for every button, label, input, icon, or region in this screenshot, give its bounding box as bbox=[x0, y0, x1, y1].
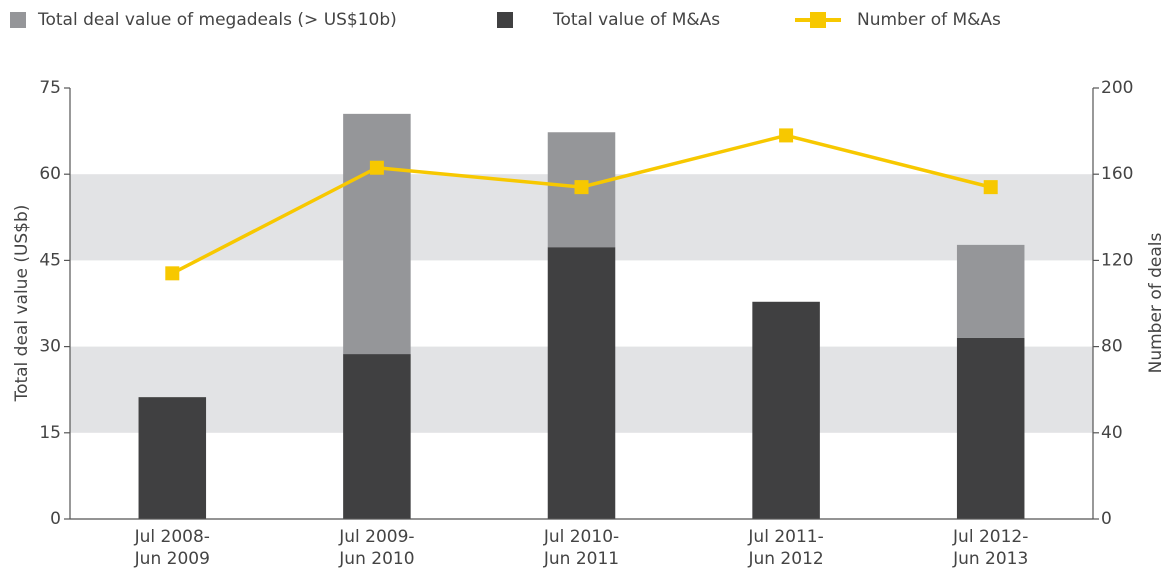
bar bbox=[956, 337, 1025, 519]
x-tick-label: Jun 2013 bbox=[952, 549, 1028, 569]
bar bbox=[956, 244, 1025, 338]
y-tick-label: 0 bbox=[50, 509, 61, 529]
y2-tick-label: 160 bbox=[1101, 164, 1133, 184]
y-tick-label: 75 bbox=[39, 78, 61, 98]
legend-swatch bbox=[810, 12, 826, 28]
y-tick-label: 15 bbox=[39, 423, 61, 443]
bar bbox=[752, 301, 820, 519]
x-tick-label: Jun 2011 bbox=[543, 549, 619, 569]
x-tick-label: Jun 2010 bbox=[338, 549, 414, 569]
x-tick-label: Jun 2012 bbox=[747, 549, 823, 569]
bar bbox=[138, 397, 207, 519]
y2-tick-label: 200 bbox=[1101, 78, 1133, 98]
legend-swatch bbox=[497, 12, 513, 28]
y-tick-label: 60 bbox=[39, 164, 61, 184]
y2-tick-label: 80 bbox=[1101, 337, 1123, 357]
y2-tick-label: 120 bbox=[1101, 250, 1133, 270]
y2-tick-label: 40 bbox=[1101, 423, 1123, 443]
legend-label: Total value of M&As bbox=[552, 10, 720, 30]
x-tick-label: Jul 2010- bbox=[543, 527, 619, 547]
legend-label: Total deal value of megadeals (> US$10b) bbox=[37, 10, 397, 30]
x-tick-label: Jul 2011- bbox=[747, 527, 823, 547]
y-axis-label: Total deal value (US$b) bbox=[12, 205, 32, 403]
y-tick-label: 30 bbox=[39, 337, 61, 357]
x-tick-label: Jul 2012- bbox=[952, 527, 1028, 547]
bar bbox=[547, 247, 616, 519]
x-tick-label: Jul 2009- bbox=[338, 527, 414, 547]
legend-swatch bbox=[10, 12, 26, 28]
bar bbox=[343, 354, 411, 519]
x-tick-label: Jul 2008- bbox=[134, 527, 210, 547]
line-marker bbox=[165, 266, 180, 281]
bar bbox=[343, 113, 411, 355]
line-marker bbox=[983, 180, 998, 195]
line-marker bbox=[369, 160, 384, 175]
line-marker bbox=[779, 128, 794, 143]
y-tick-label: 45 bbox=[39, 250, 61, 270]
legend-label: Number of M&As bbox=[857, 10, 1001, 30]
y2-tick-label: 0 bbox=[1101, 509, 1112, 529]
x-tick-label: Jun 2009 bbox=[134, 549, 210, 569]
line-marker bbox=[574, 180, 589, 195]
y2-axis-label: Number of deals bbox=[1146, 232, 1166, 373]
